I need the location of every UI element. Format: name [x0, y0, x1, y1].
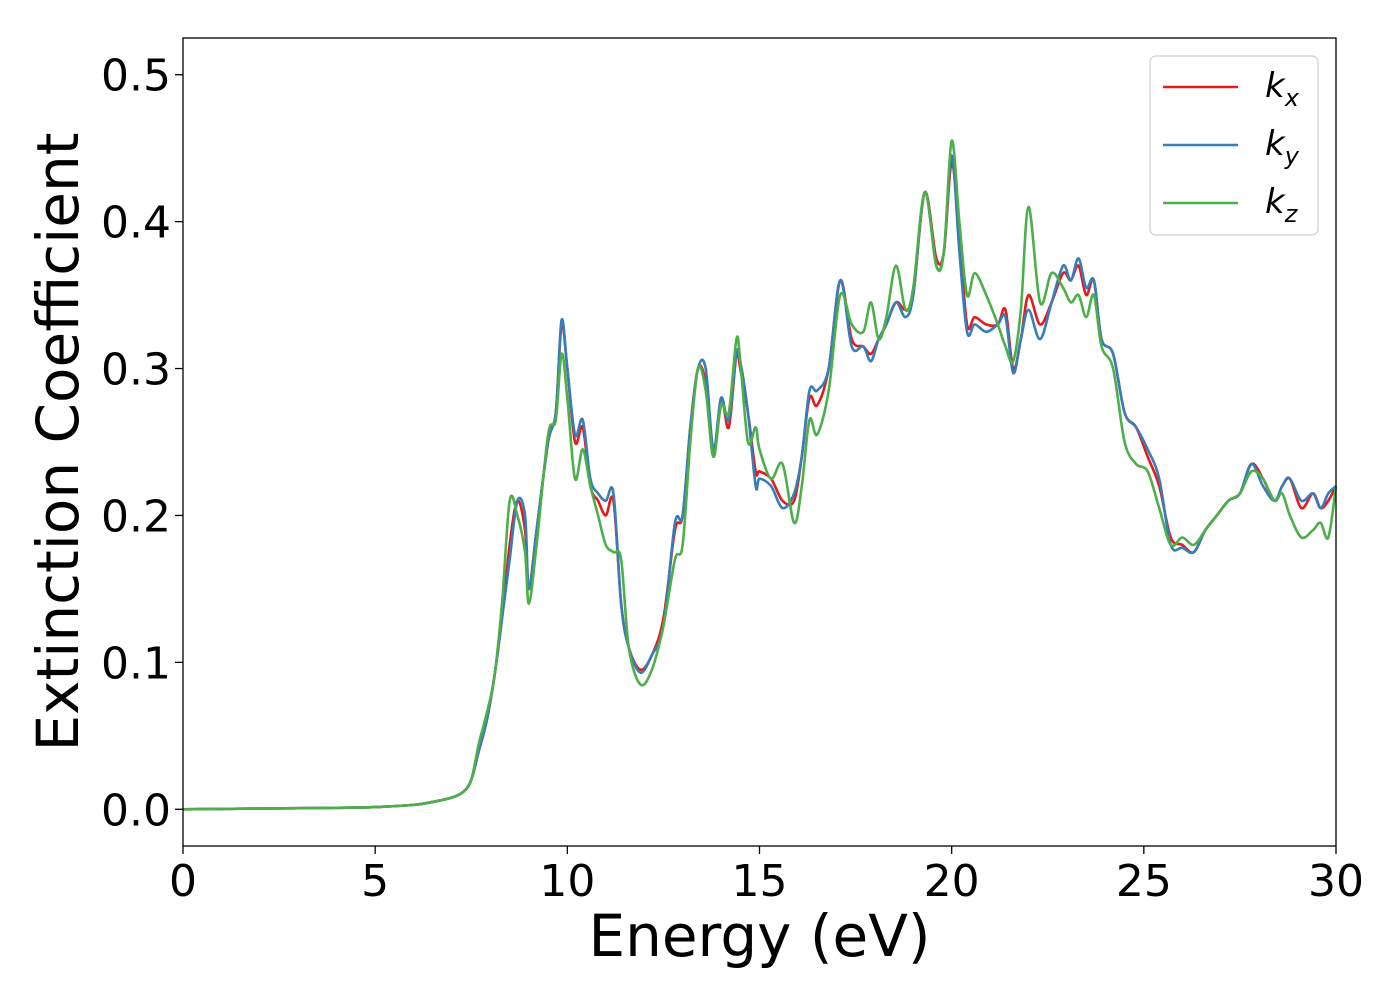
- y-tick-label: 0.0: [101, 785, 171, 836]
- x-axis-ticks: 0 5 10 15 20 25 30: [169, 846, 1364, 907]
- legend-label-z: kz: [1265, 182, 1299, 228]
- x-tick-label: 5: [361, 856, 389, 907]
- legend-label-subscript: z: [1284, 200, 1299, 228]
- series-line-x: [182, 161, 1338, 811]
- y-tick-label: 0.3: [101, 345, 171, 396]
- series-line-z: [182, 139, 1338, 811]
- y-tick-label: 0.1: [101, 638, 171, 689]
- legend-label-base: k: [1265, 124, 1286, 164]
- x-tick-label: 15: [732, 856, 788, 907]
- legend-label-base: k: [1265, 66, 1286, 106]
- x-tick-label: 0: [169, 856, 197, 907]
- legend-label-subscript: x: [1284, 84, 1300, 112]
- legend-label-subscript: y: [1284, 142, 1300, 170]
- y-tick-label: 0.4: [101, 198, 171, 249]
- x-tick-label: 10: [539, 856, 595, 907]
- y-tick-label: 0.2: [101, 491, 171, 542]
- x-tick-label: 25: [1116, 856, 1172, 907]
- y-axis-label: Extinction Coefficient: [24, 133, 92, 752]
- x-tick-label: 20: [924, 856, 980, 907]
- x-tick-label: 30: [1308, 856, 1364, 907]
- series-line-y: [182, 154, 1337, 811]
- legend-label-x: kx: [1265, 66, 1300, 112]
- series-lines: [182, 139, 1338, 811]
- legend-label-base: k: [1265, 182, 1286, 222]
- y-tick-label: 0.5: [101, 51, 171, 102]
- x-axis-label: Energy (eV): [588, 902, 930, 970]
- y-axis-ticks: 0.0 0.1 0.2 0.3 0.4 0.5: [101, 51, 183, 836]
- legend-label-y: ky: [1265, 124, 1300, 170]
